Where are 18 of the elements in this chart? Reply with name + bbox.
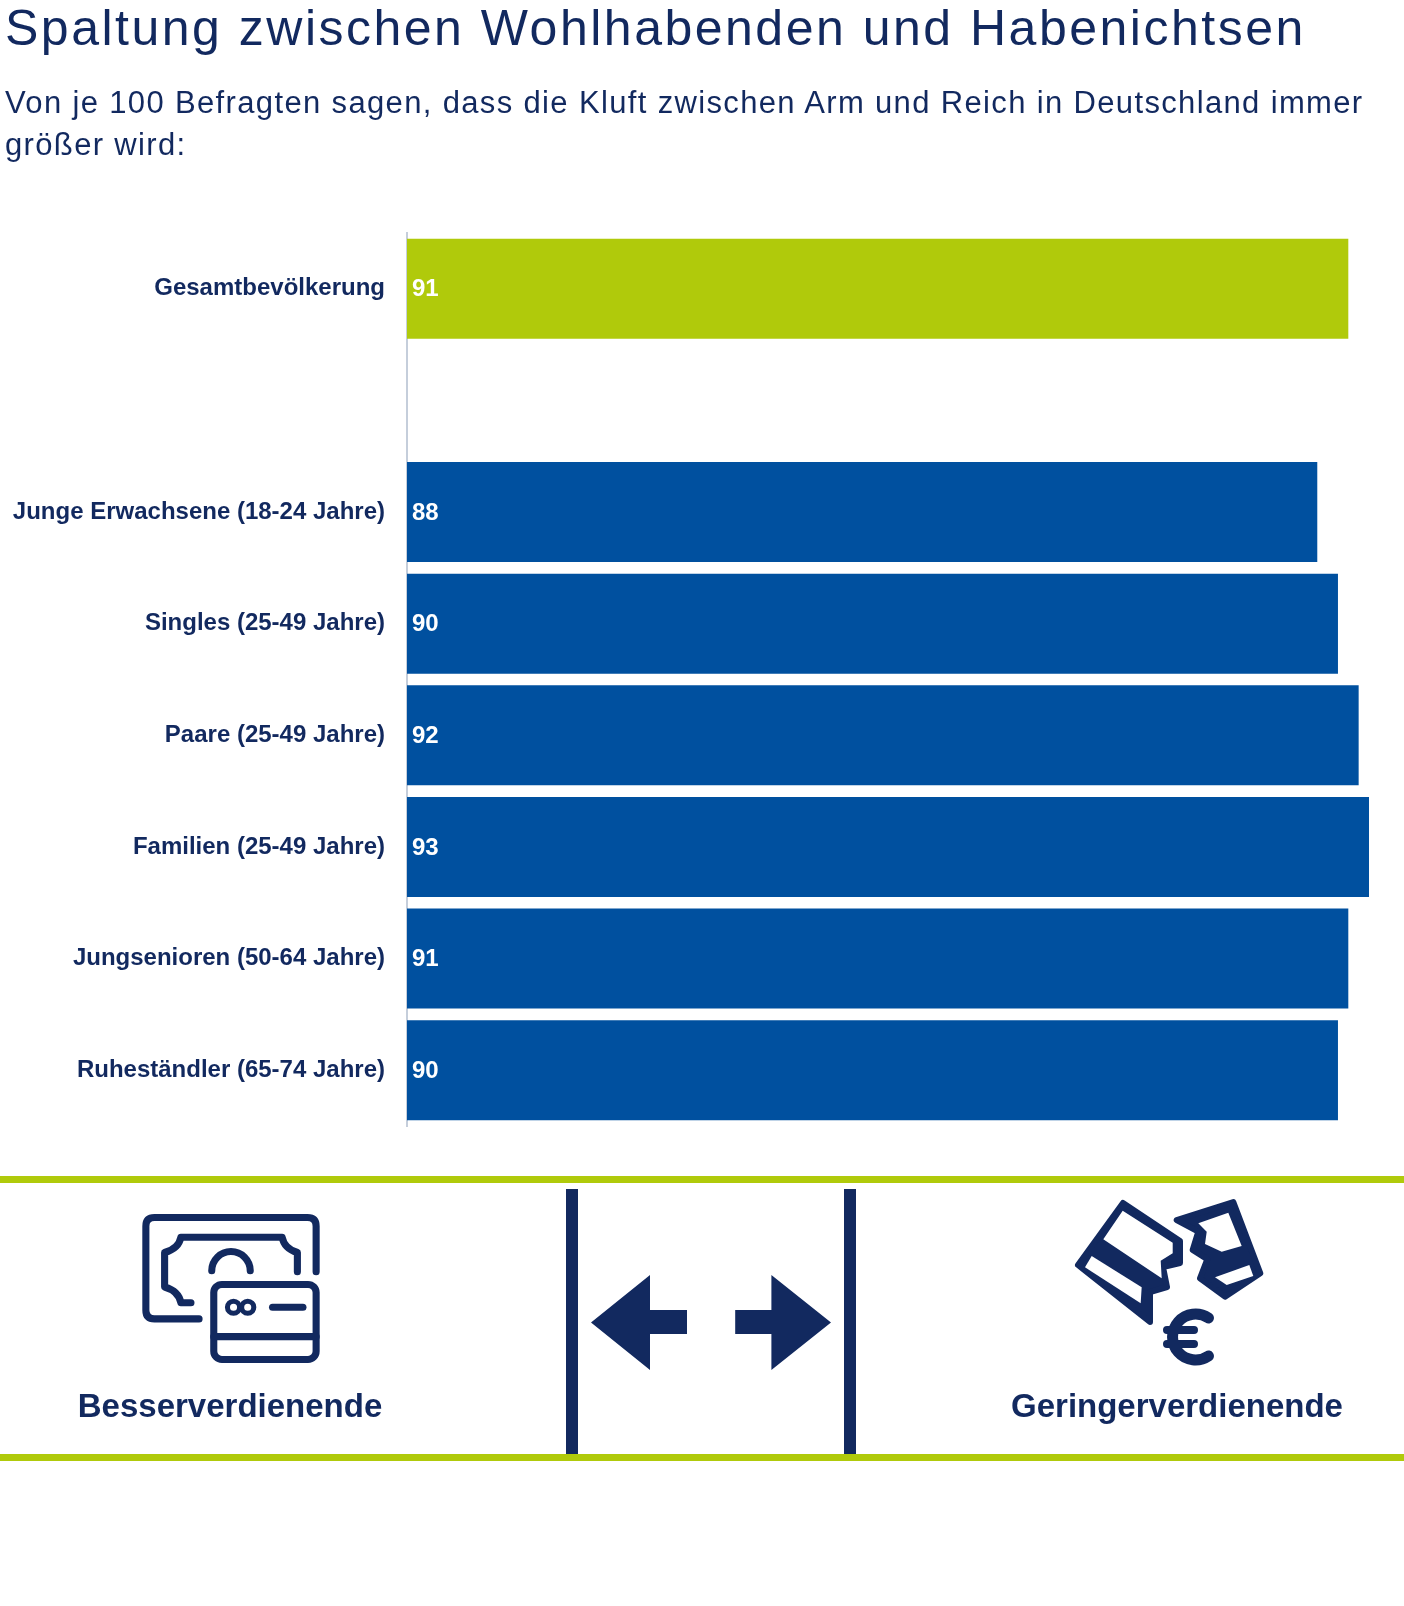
y-tick-label: Junge Erwachsene (18-24 Jahre) [12,496,385,524]
data-label: 91 [412,944,439,972]
y-tick-label: Gesamtbevölkerung [154,273,385,301]
y-tick-label: Familien (25-49 Jahre) [132,831,385,859]
y-tick-label: Ruheständler (65-74 Jahre) [76,1054,385,1082]
data-label: 91 [412,274,439,302]
chart-title: Spaltung zwischen Wohlhabenden und Habenichtsen [5,0,1306,56]
data-label: 93 [412,832,439,860]
y-tick-label: Jungsenioren (50-64 Jahre) [72,943,385,971]
y-tick-label: Paare (25-49 Jahre) [164,719,385,747]
data-label: 88 [412,497,439,525]
data-label: 90 [412,609,439,637]
text: Besserverdienende [77,1386,383,1426]
data-label: 92 [412,720,439,748]
data-label: 90 [412,1055,439,1083]
chart-subtitle: Von je 100 Befragten sagen, dass die Kluft zwischen Arm und Reich in Deutschland immer größer wird: [5,84,1365,164]
text: Geringerverdienende [1011,1386,1343,1426]
y-tick-label: Singles (25-49 Jahre) [144,608,385,636]
